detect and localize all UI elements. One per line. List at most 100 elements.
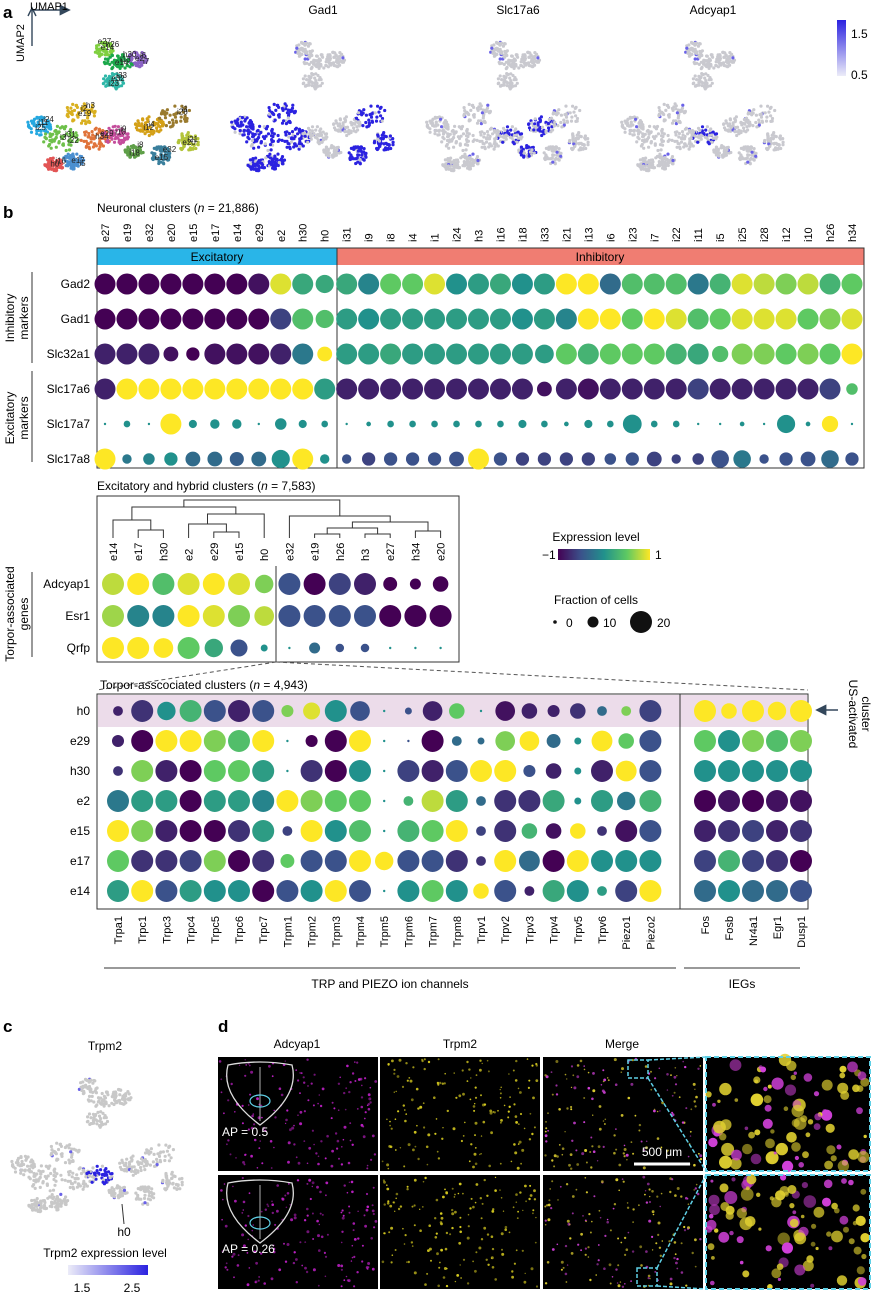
umap-point — [356, 111, 361, 115]
umap-point — [67, 148, 72, 152]
umap-point — [514, 78, 518, 82]
umap-point — [479, 122, 483, 126]
umap-point — [19, 1155, 23, 1160]
torpor-dot-e29-Trpv3 — [519, 731, 540, 751]
torpor-dot-e15-Trpc3 — [155, 820, 178, 842]
dot-Gad2-e27 — [94, 273, 116, 295]
dot-Gad1-i5 — [709, 308, 731, 330]
umap-point — [374, 119, 379, 123]
signal-spot — [480, 1094, 482, 1097]
dot-Slc17a8-h26 — [821, 450, 839, 468]
signal-spot — [519, 1112, 523, 1116]
hybrid-dot-Qrfp-e29 — [204, 638, 224, 658]
dot-Slc17a7-i18 — [518, 419, 527, 429]
dot-Slc32a1-i21 — [555, 343, 577, 365]
umap-point — [355, 156, 359, 160]
umap-point — [696, 44, 701, 48]
umap-point — [646, 128, 650, 133]
torpor-dot-e2-Trpc6 — [228, 790, 250, 812]
torpor-dot-e17-Trpc6 — [228, 850, 250, 872]
umap-point — [75, 152, 79, 156]
torpor-title-prefix: Torpor-asscociated clusters ( — [100, 678, 253, 692]
umap-point — [347, 151, 351, 155]
dot-Slc17a6-i16 — [489, 378, 511, 400]
col-header-h0: h0 — [320, 230, 332, 242]
torpor-col-Trpm6: Trpm6 — [403, 916, 415, 947]
umap-point — [41, 1180, 45, 1184]
umap-point — [459, 134, 463, 138]
signal-spot — [515, 1121, 518, 1124]
umap-point — [647, 145, 651, 149]
umap-point — [80, 1088, 84, 1093]
torpor-col-Trpm3: Trpm3 — [331, 916, 343, 947]
panel-c-title: Trpm2 — [88, 1039, 123, 1053]
umap-point — [314, 81, 318, 85]
umap-point — [158, 156, 162, 160]
umap-point — [93, 50, 97, 54]
signal-spot — [479, 1059, 482, 1062]
torpor-col-Trpa1: Trpa1 — [113, 916, 125, 944]
dot-Slc17a7-i6 — [606, 420, 614, 428]
umap-point — [332, 122, 336, 126]
dot-Slc17a8-i6 — [604, 453, 617, 465]
umap-point — [550, 156, 554, 160]
umap-point — [308, 49, 312, 54]
dot-Slc17a6-i7 — [643, 378, 665, 400]
cluster-label-h26: h26 — [106, 40, 120, 49]
zoom-connector-right — [275, 661, 809, 691]
umap-point — [273, 167, 277, 171]
umap-point — [657, 112, 662, 116]
signal-spot — [535, 1079, 539, 1082]
umap-point — [527, 63, 531, 68]
umap-point — [99, 1120, 104, 1124]
umap-point — [303, 84, 308, 88]
umap-point — [165, 108, 169, 112]
umap-point — [519, 63, 523, 67]
umap-point — [742, 126, 746, 130]
signal-spot — [310, 1082, 313, 1085]
signal-spot — [320, 1140, 323, 1143]
umap-point — [579, 148, 583, 152]
umap-point — [42, 1203, 47, 1207]
umap-point — [84, 1175, 88, 1179]
umap-point — [657, 106, 661, 110]
umap-point — [58, 126, 63, 130]
signal-spot — [269, 1140, 273, 1143]
torpor-dotplot — [107, 700, 812, 902]
torpor-dot-h30-Trpv5 — [574, 767, 582, 775]
umap-point — [717, 54, 721, 58]
col-header-e2: e2 — [276, 230, 288, 242]
signal-spot — [311, 1129, 314, 1132]
dot-Slc17a8-e27 — [94, 448, 116, 470]
umap-point — [98, 129, 102, 133]
signal-spot — [295, 1069, 298, 1071]
signal-spot — [434, 1132, 437, 1135]
umap-point — [158, 1158, 162, 1162]
umap-point — [303, 57, 307, 61]
umap-point — [62, 134, 66, 138]
inhibitory-label: Inhibitory — [576, 250, 625, 264]
umap-point — [35, 129, 39, 133]
signal-spot — [472, 1105, 476, 1108]
umap-point — [759, 112, 763, 116]
umap-point — [367, 123, 371, 127]
torpor-dot-h0-Fosb — [721, 703, 737, 719]
fraction-legend-0: 0 — [566, 616, 573, 630]
umap-point — [369, 115, 374, 119]
umap-point — [754, 154, 758, 158]
umap-point — [117, 64, 121, 68]
umap-point — [670, 138, 674, 142]
dot-Slc17a6-e27 — [94, 378, 116, 400]
umap-point — [447, 146, 451, 150]
umap-point — [48, 1189, 52, 1193]
signal-spot — [242, 1161, 245, 1164]
umap-point — [503, 128, 507, 132]
umap-point — [137, 57, 141, 61]
umap-point — [485, 106, 490, 110]
signal-spot — [364, 1111, 367, 1114]
umap-point — [181, 142, 185, 146]
umap-point — [103, 137, 107, 141]
torpor-dot-h0-Trpc6 — [228, 700, 250, 722]
umap-point — [766, 104, 770, 108]
umap-point — [335, 121, 339, 125]
